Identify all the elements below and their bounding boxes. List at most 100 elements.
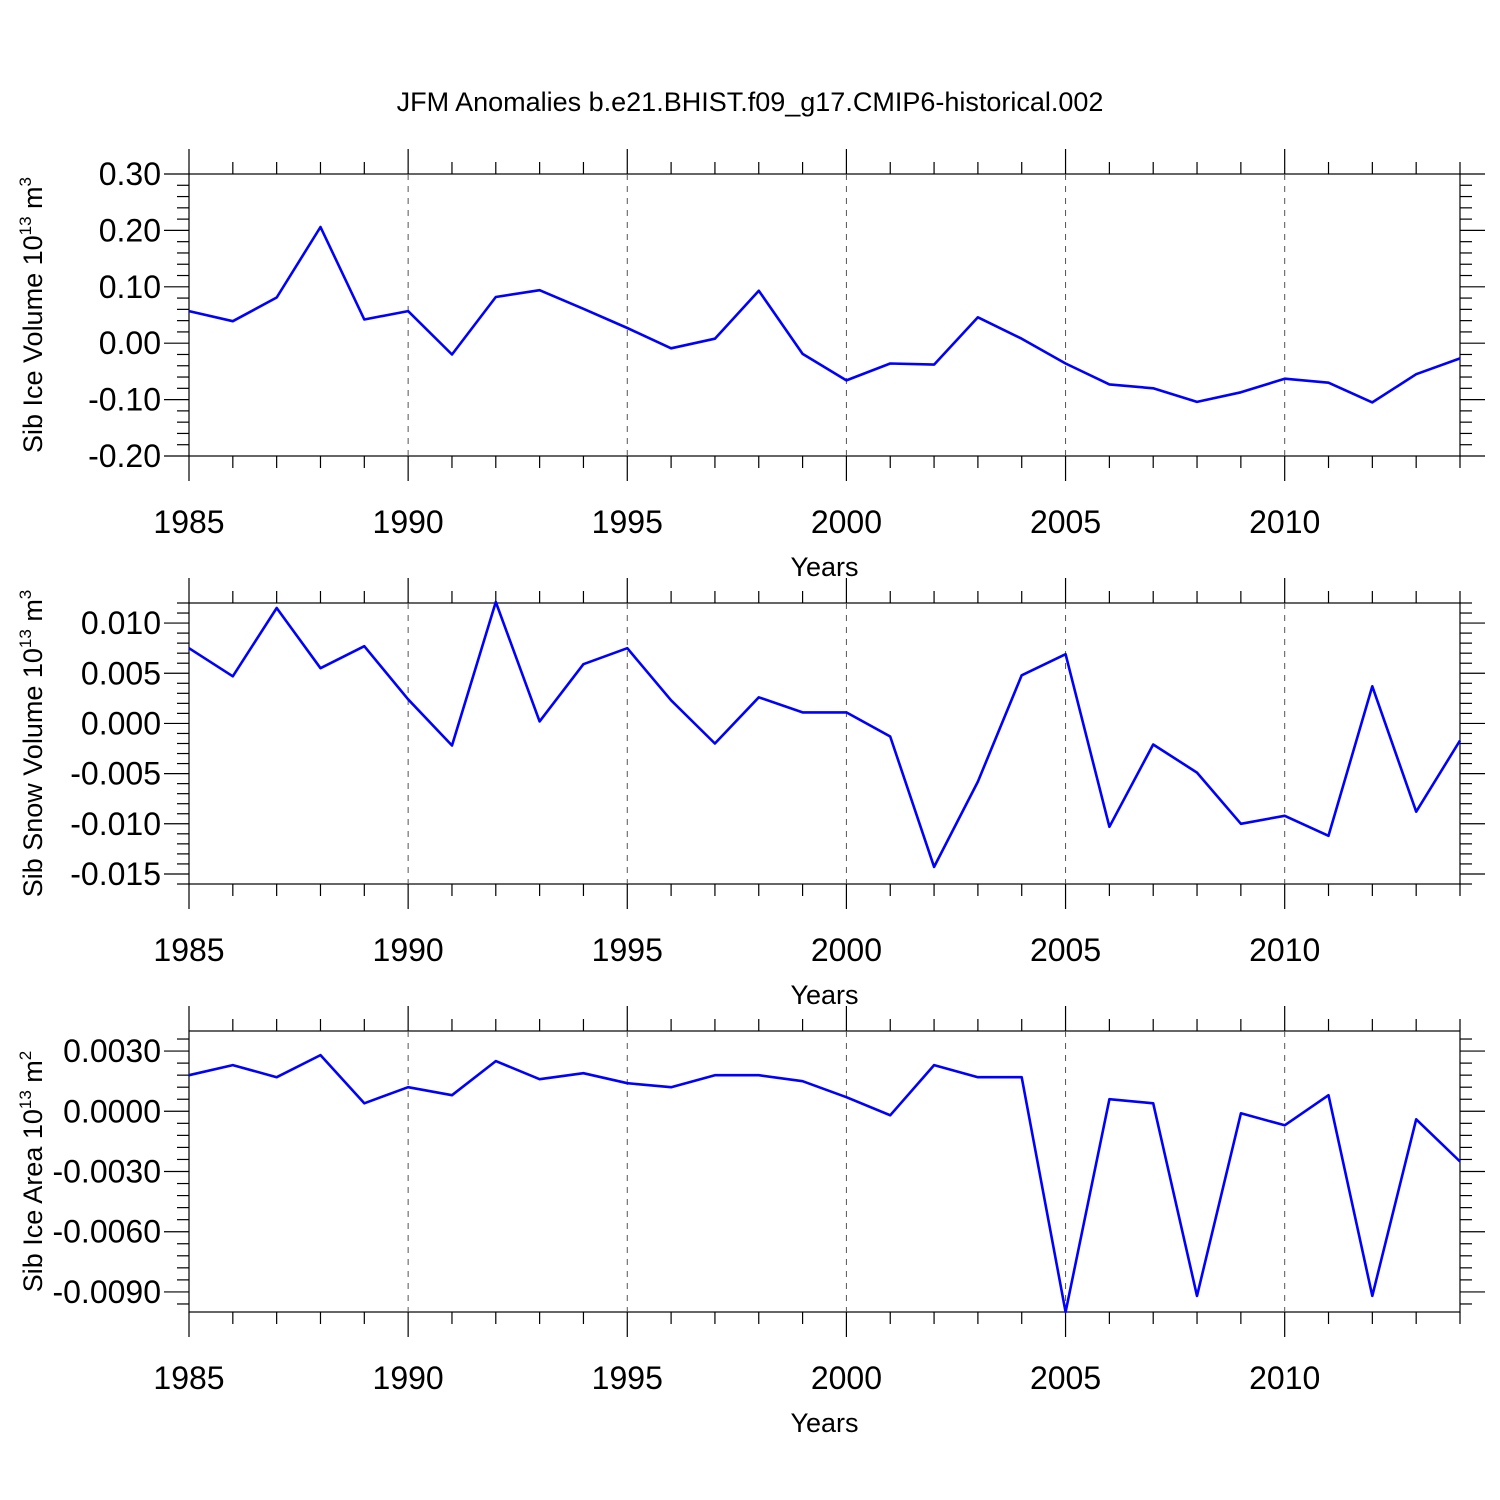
y-axis-title: Sib Ice Area 1013 m2: [16, 1051, 48, 1293]
data-point: [318, 225, 322, 229]
data-point: [757, 695, 761, 699]
data-point: [1107, 382, 1111, 386]
data-point: [757, 1073, 761, 1077]
data-point: [625, 1081, 629, 1085]
data-point: [406, 1085, 410, 1089]
x-tick-label: 1990: [373, 1360, 444, 1396]
plot-frame: [188, 1030, 1461, 1313]
data-point: [844, 710, 848, 714]
data-point: [1458, 1159, 1462, 1163]
data-point: [713, 1073, 717, 1077]
figure-title: JFM Anomalies b.e21.BHIST.f09_g17.CMIP6-…: [397, 87, 1104, 117]
data-point: [801, 1079, 805, 1083]
data-point: [1239, 1111, 1243, 1115]
data-point: [625, 326, 629, 330]
data-point: [1195, 1294, 1199, 1298]
data-point: [362, 644, 366, 648]
data-point: [669, 698, 673, 702]
data-point: [669, 1085, 673, 1089]
data-point: [581, 307, 585, 311]
panel-1: 1985 1990 1995 2000 2005 2010 Years -0.20 -0.10 0…: [16, 149, 1485, 582]
x-tick-label: 2005: [1030, 932, 1101, 968]
data-point: [1195, 400, 1199, 404]
data-point: [318, 1053, 322, 1057]
data-point: [494, 295, 498, 299]
data-point: [231, 1063, 235, 1067]
x-tick-label: 1985: [153, 1360, 224, 1396]
data-point: [1064, 652, 1068, 656]
data-point: [976, 780, 980, 784]
data-point: [406, 697, 410, 701]
data-point: [581, 1071, 585, 1075]
data-point: [976, 315, 980, 319]
y-tick-label: -0.10: [88, 382, 161, 418]
data-point: [1414, 1117, 1418, 1121]
data-point: [1327, 1093, 1331, 1097]
plot-frame: [188, 602, 1461, 885]
data-point: [275, 296, 279, 300]
data-point: [318, 666, 322, 670]
data-point: [1458, 356, 1462, 360]
data-point: [1064, 1310, 1068, 1314]
data-point: [1283, 1123, 1287, 1127]
panel-3: 1985 1990 1995 2000 2005 2010 Years -0.0090 -0.0…: [16, 1006, 1485, 1438]
x-tick-label: 2005: [1030, 1360, 1101, 1396]
y-tick-label: 0.005: [81, 655, 161, 691]
x-tick-label: 2000: [811, 504, 882, 540]
y-tick-label: -0.0090: [52, 1274, 161, 1310]
y-tick-label: 0.00: [99, 325, 161, 361]
data-point: [275, 606, 279, 610]
x-tick-label: 1985: [153, 932, 224, 968]
data-point: [1414, 810, 1418, 814]
data-point: [538, 1077, 542, 1081]
data-point: [450, 744, 454, 748]
y-tick-label: 0.10: [99, 269, 161, 305]
data-point: [538, 288, 542, 292]
y-axis-title: Sib Ice Volume 1013 m3: [16, 177, 48, 453]
data-point: [1283, 377, 1287, 381]
data-point: [1283, 814, 1287, 818]
data-point: [187, 309, 191, 313]
x-tick-label: 2010: [1249, 1360, 1320, 1396]
data-point: [625, 646, 629, 650]
data-point: [713, 337, 717, 341]
data-point: [275, 1075, 279, 1079]
x-tick-label: 1990: [373, 932, 444, 968]
data-point: [757, 289, 761, 293]
data-point: [231, 674, 235, 678]
data-point: [1020, 673, 1024, 677]
plot-frame: [188, 173, 1461, 457]
x-tick-label: 1995: [592, 504, 663, 540]
x-tick-label: 2005: [1030, 504, 1101, 540]
data-point: [1020, 337, 1024, 341]
data-point: [538, 719, 542, 723]
x-tick-label: 2010: [1249, 504, 1320, 540]
data-point: [450, 352, 454, 356]
data-point: [187, 646, 191, 650]
data-point: [801, 352, 805, 356]
data-point: [844, 378, 848, 382]
y-tick-label: 0.0000: [63, 1093, 161, 1129]
series-line: [188, 1053, 1461, 1314]
x-tick-label: 1995: [592, 932, 663, 968]
x-axis-title: Years: [790, 980, 858, 1010]
y-tick-label: 0.0030: [63, 1033, 161, 1069]
data-point: [1370, 684, 1374, 688]
y-tick-label: -0.0060: [52, 1214, 161, 1250]
data-point: [932, 865, 936, 869]
y-tick-label: 0.20: [99, 212, 161, 248]
data-point: [1239, 822, 1243, 826]
data-point: [1370, 400, 1374, 404]
x-tick-label: 1995: [592, 1360, 663, 1396]
data-point: [494, 1059, 498, 1063]
data-point: [669, 346, 673, 350]
data-point: [932, 363, 936, 367]
y-tick-label: -0.0030: [52, 1154, 161, 1190]
data-point: [187, 1073, 191, 1077]
series-line: [188, 600, 1462, 869]
data-point: [713, 742, 717, 746]
data-point: [362, 318, 366, 322]
x-tick-label: 1985: [153, 504, 224, 540]
data-point: [1327, 834, 1331, 838]
